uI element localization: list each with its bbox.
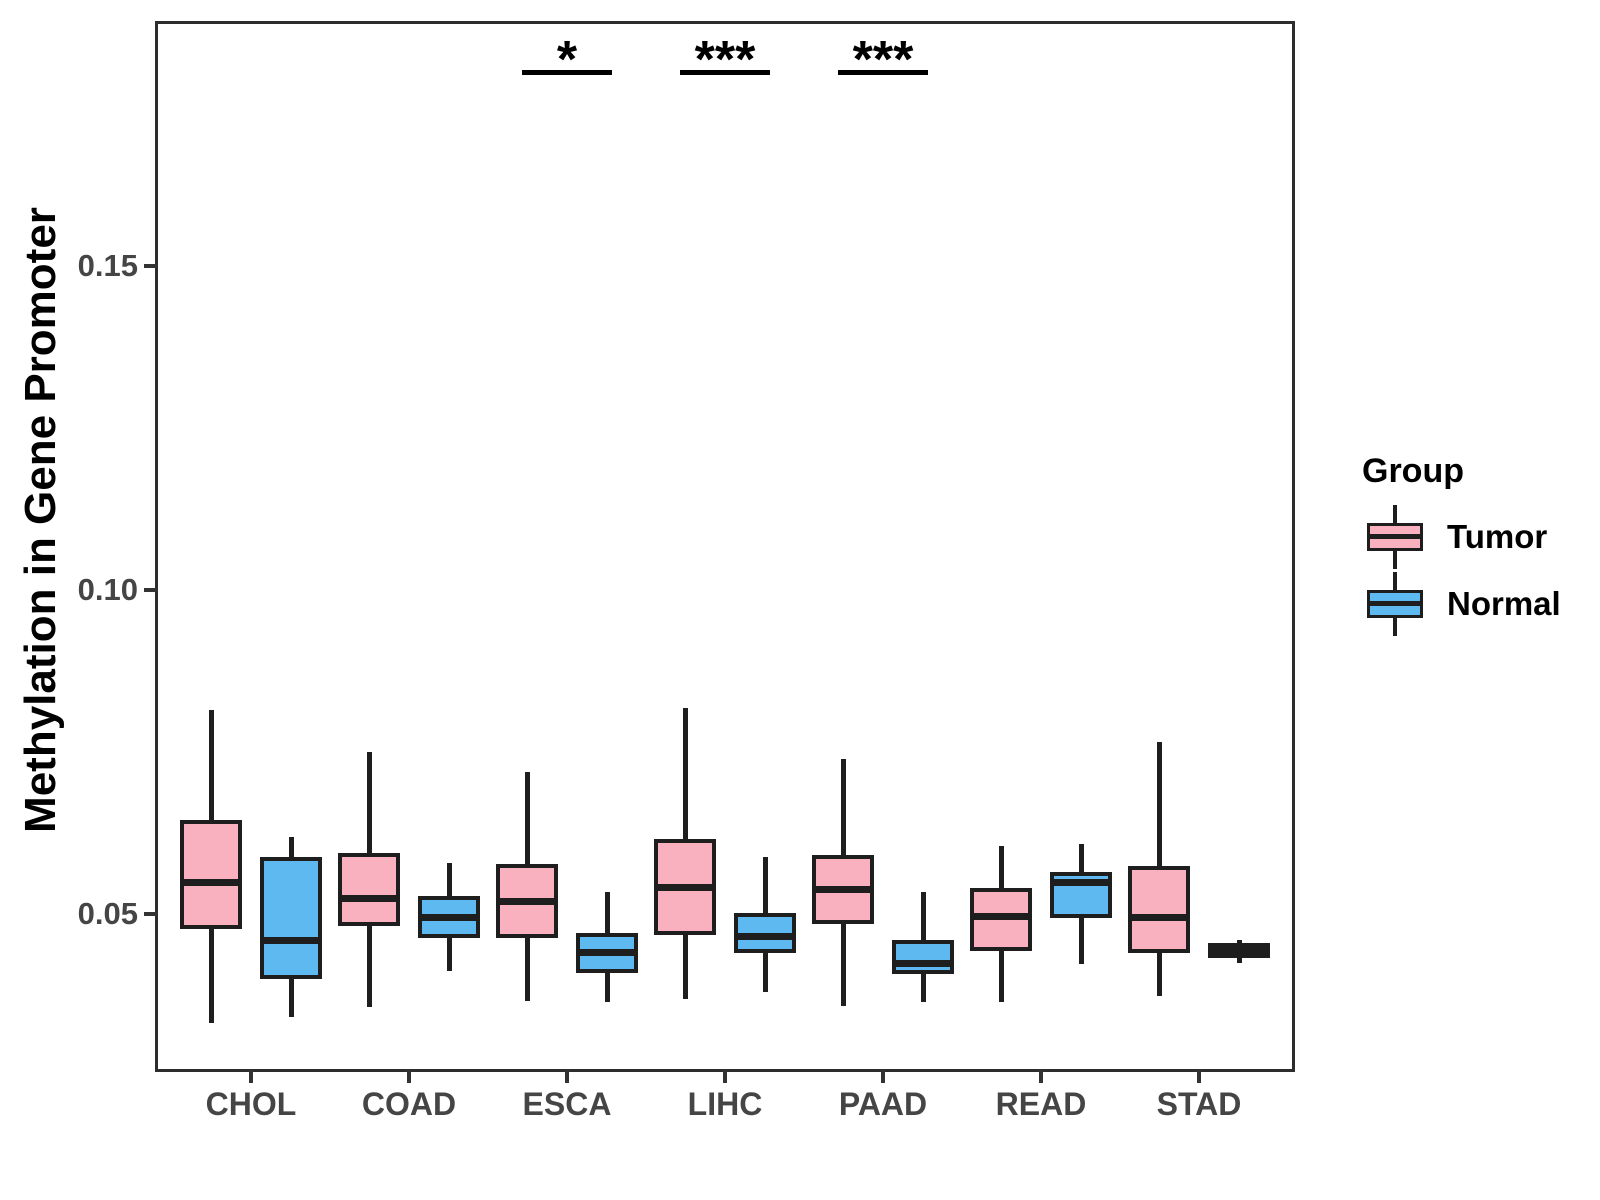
x-tick-label-read: READ — [995, 1086, 1087, 1122]
legend-glyph-median — [1367, 601, 1423, 606]
boxplot-median-stad-normal — [1208, 947, 1270, 955]
x-tick-label-stad: STAD — [1156, 1086, 1242, 1122]
legend-key-normal-icon — [1367, 572, 1423, 636]
legend-key-tumor-icon — [1367, 505, 1423, 569]
legend-title: Group — [1362, 452, 1464, 490]
boxplot-median-paad-normal — [892, 959, 954, 967]
y-tick-mark — [144, 264, 157, 269]
y-tick-label: 0.05 — [77, 896, 138, 932]
significance-bar-lihc — [680, 70, 770, 75]
boxplot-median-stad-tumor — [1128, 914, 1190, 922]
x-tick-mark — [1197, 1070, 1201, 1083]
x-tick-label-esca: ESCA — [522, 1086, 612, 1122]
y-tick-mark — [144, 912, 157, 917]
boxplot-median-read-normal — [1050, 879, 1112, 887]
y-tick-label: 0.10 — [77, 572, 138, 608]
x-tick-mark — [881, 1070, 885, 1083]
legend-label-tumor: Tumor — [1447, 518, 1548, 555]
boxplot-median-esca-normal — [576, 949, 638, 957]
boxplot-median-paad-tumor — [812, 885, 874, 893]
significance-label-lihc: *** — [694, 31, 756, 89]
y-axis-title: Methylation in Gene Promoter — [16, 207, 65, 833]
x-tick-mark — [407, 1070, 411, 1083]
boxplot-box-chol-tumor — [180, 819, 242, 930]
boxplot-box-read-tumor — [970, 888, 1032, 952]
boxplot-box-stad-tumor — [1128, 865, 1190, 953]
x-tick-label-coad: COAD — [361, 1086, 457, 1122]
x-tick-label-paad: PAAD — [838, 1086, 928, 1122]
legend-label-normal: Normal — [1447, 585, 1561, 622]
x-tick-label-lihc: LIHC — [687, 1086, 763, 1122]
significance-label-paad: *** — [852, 31, 914, 89]
x-tick-mark — [249, 1070, 253, 1083]
boxplot-median-esca-tumor — [496, 897, 558, 905]
boxplot-median-coad-tumor — [338, 894, 400, 902]
x-tick-mark — [1039, 1070, 1043, 1083]
boxplot-median-chol-normal — [260, 936, 322, 944]
x-tick-mark — [723, 1070, 727, 1083]
plot-panel — [155, 21, 1295, 1072]
y-tick-label: 0.15 — [77, 248, 138, 284]
significance-label-esca: * — [556, 31, 578, 89]
boxplot-median-coad-normal — [418, 914, 480, 922]
boxplot-median-lihc-normal — [734, 932, 796, 940]
boxplot-median-lihc-tumor — [654, 883, 716, 891]
boxplot-box-paad-normal — [892, 940, 954, 975]
x-tick-label-chol: CHOL — [205, 1086, 297, 1122]
boxplot-box-coad-tumor — [338, 853, 400, 927]
boxplot-box-chol-normal — [260, 857, 322, 979]
y-tick-mark — [144, 588, 157, 593]
boxplot-box-lihc-normal — [734, 913, 796, 953]
significance-bar-paad — [838, 70, 928, 75]
boxplot-median-read-tumor — [970, 912, 1032, 920]
significance-bar-esca — [522, 70, 612, 75]
legend-glyph-median — [1367, 534, 1423, 539]
x-tick-mark — [565, 1070, 569, 1083]
boxplot-median-chol-tumor — [180, 879, 242, 887]
